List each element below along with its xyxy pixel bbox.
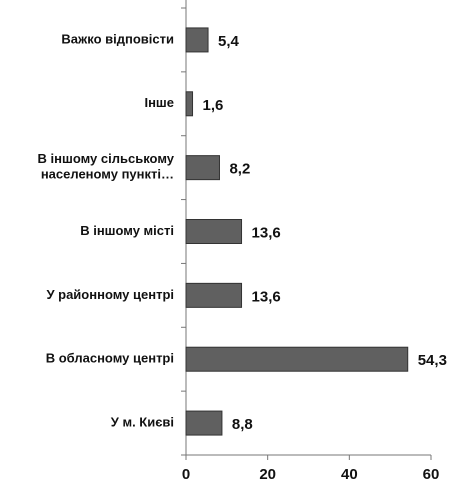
- x-tick-label: 0: [182, 466, 190, 483]
- category-label: В іншому сільському населеному пункті…: [38, 151, 175, 182]
- category-label: Важко відповісти: [61, 31, 174, 46]
- category-label: В іншому місті: [80, 223, 174, 238]
- category-label: У м. Києві: [111, 415, 174, 430]
- x-tick-label: 60: [423, 466, 440, 483]
- category-label: Інше: [144, 95, 174, 110]
- bar: [185, 91, 194, 117]
- bar: [185, 219, 243, 244]
- value-label: 8,2: [229, 161, 250, 178]
- value-label: 5,4: [218, 33, 240, 50]
- bar: [185, 282, 243, 308]
- value-label: 8,8: [232, 416, 253, 433]
- value-label: 54,3: [418, 352, 447, 369]
- bar: [185, 410, 223, 436]
- x-tick-label: 40: [341, 466, 358, 483]
- bar: [185, 346, 409, 372]
- x-tick-label: 20: [259, 466, 276, 483]
- category-label: В обласному центрі: [46, 351, 174, 366]
- bar: [185, 155, 220, 181]
- bar: [185, 27, 209, 53]
- value-label: 13,6: [252, 224, 281, 241]
- value-label: 13,6: [252, 288, 281, 305]
- category-label: У районному центрі: [46, 287, 174, 302]
- value-label: 1,6: [203, 97, 224, 114]
